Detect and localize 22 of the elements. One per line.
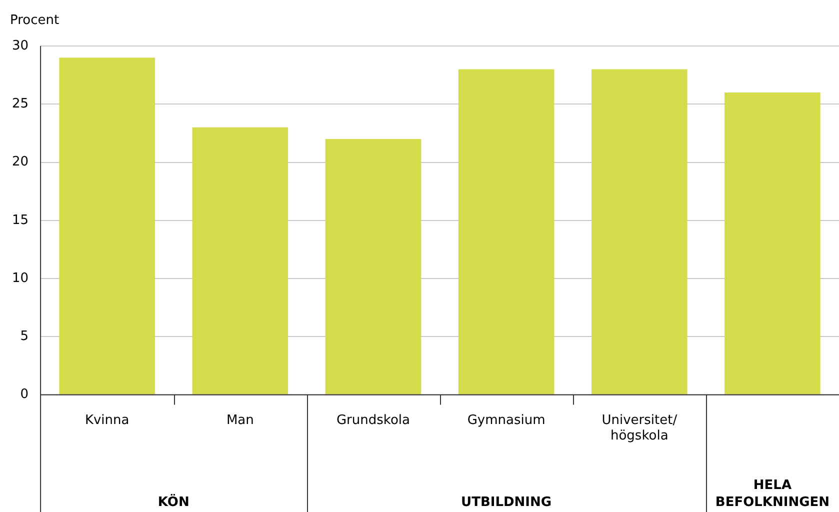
text: KÖN <box>158 493 190 510</box>
x-tick-label: Kvinna <box>84 412 130 428</box>
y-tick-label: 25 <box>12 96 29 112</box>
bar <box>724 92 820 394</box>
x-tick-label: Universitet/högskola <box>602 412 678 444</box>
text: UTBILDNING <box>461 495 552 510</box>
bar <box>325 139 422 394</box>
y-tick-label: 20 <box>12 154 29 170</box>
bar <box>192 127 288 394</box>
bar <box>59 58 155 394</box>
x-tick-label: Man <box>226 412 254 428</box>
x-tick-label: Gymnasium <box>467 412 546 428</box>
x-tick-label: Grundskola <box>336 412 410 428</box>
y-tick-label: 30 <box>12 38 29 54</box>
y-tick-label: 0 <box>20 387 29 402</box>
bar <box>591 69 688 394</box>
y-tick-label: 15 <box>12 212 29 228</box>
bar <box>458 69 554 394</box>
text: HELA BEFOLKNINGEN <box>715 478 830 510</box>
y-tick-label: 10 <box>12 270 29 286</box>
y-axis-title: Procent <box>10 13 60 28</box>
y-tick-label: 5 <box>20 329 29 344</box>
